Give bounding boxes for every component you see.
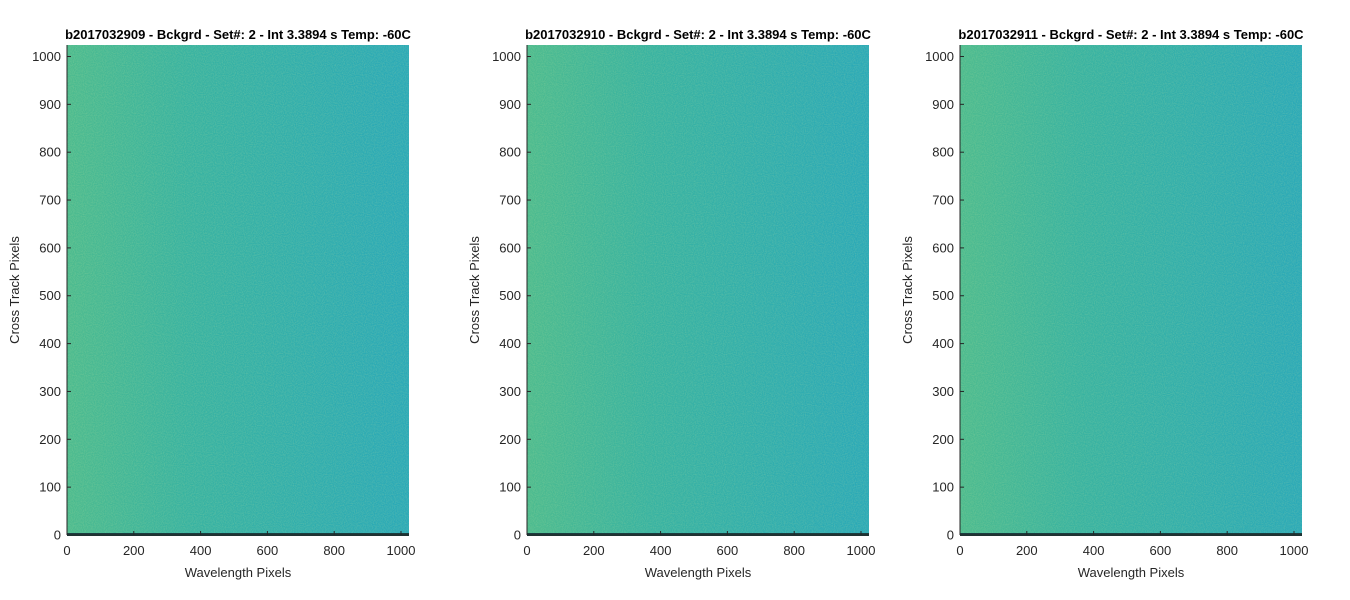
chart-title: b2017032911 - Bckgrd - Set#: 2 - Int 3.3… bbox=[958, 27, 1304, 42]
y-tick-label: 500 bbox=[499, 288, 521, 303]
chart-panel-1: b2017032909 - Bckgrd - Set#: 2 - Int 3.3… bbox=[7, 27, 415, 580]
y-tick-label: 400 bbox=[932, 336, 954, 351]
heatmap-noise bbox=[67, 45, 409, 535]
x-tick-label: 200 bbox=[583, 543, 605, 558]
y-tick-label: 300 bbox=[39, 384, 61, 399]
y-tick-label: 300 bbox=[932, 384, 954, 399]
y-tick-label: 800 bbox=[932, 145, 954, 160]
x-tick-label: 800 bbox=[783, 543, 805, 558]
y-tick-label: 0 bbox=[514, 528, 521, 543]
x-tick-label: 800 bbox=[323, 543, 345, 558]
y-tick-label: 300 bbox=[499, 384, 521, 399]
chart-title: b2017032910 - Bckgrd - Set#: 2 - Int 3.3… bbox=[525, 27, 871, 42]
y-tick-label: 400 bbox=[499, 336, 521, 351]
x-tick-label: 1000 bbox=[387, 543, 416, 558]
y-tick-label: 700 bbox=[39, 193, 61, 208]
y-tick-label: 800 bbox=[499, 145, 521, 160]
y-tick-label: 200 bbox=[932, 432, 954, 447]
heatmap-noise bbox=[960, 45, 1302, 535]
chart-title: b2017032909 - Bckgrd - Set#: 2 - Int 3.3… bbox=[65, 27, 411, 42]
y-tick-label: 100 bbox=[499, 480, 521, 495]
x-axis-label: Wavelength Pixels bbox=[645, 565, 752, 580]
x-axis-label: Wavelength Pixels bbox=[1078, 565, 1185, 580]
x-tick-label: 200 bbox=[123, 543, 145, 558]
y-tick-label: 400 bbox=[39, 336, 61, 351]
y-tick-label: 200 bbox=[499, 432, 521, 447]
x-axis-label: Wavelength Pixels bbox=[185, 565, 292, 580]
y-axis-label: Cross Track Pixels bbox=[900, 236, 915, 344]
y-tick-label: 500 bbox=[39, 288, 61, 303]
x-tick-label: 400 bbox=[650, 543, 672, 558]
y-tick-label: 900 bbox=[932, 97, 954, 112]
x-tick-label: 600 bbox=[717, 543, 739, 558]
x-tick-label: 800 bbox=[1216, 543, 1238, 558]
x-tick-label: 200 bbox=[1016, 543, 1038, 558]
y-tick-label: 1000 bbox=[32, 49, 61, 64]
y-tick-label: 1000 bbox=[492, 49, 521, 64]
y-tick-label: 100 bbox=[932, 480, 954, 495]
y-tick-label: 600 bbox=[499, 240, 521, 255]
y-tick-label: 700 bbox=[932, 193, 954, 208]
x-tick-label: 600 bbox=[1150, 543, 1172, 558]
x-tick-label: 1000 bbox=[1280, 543, 1309, 558]
heatmap-noise bbox=[527, 45, 869, 535]
chart-panel-2: b2017032910 - Bckgrd - Set#: 2 - Int 3.3… bbox=[467, 27, 875, 580]
x-tick-label: 400 bbox=[1083, 543, 1105, 558]
y-axis-label: Cross Track Pixels bbox=[7, 236, 22, 344]
y-tick-label: 1000 bbox=[925, 49, 954, 64]
chart-panel-3: b2017032911 - Bckgrd - Set#: 2 - Int 3.3… bbox=[900, 27, 1308, 580]
y-tick-label: 200 bbox=[39, 432, 61, 447]
x-tick-label: 1000 bbox=[847, 543, 876, 558]
x-tick-label: 0 bbox=[956, 543, 963, 558]
y-axis-label: Cross Track Pixels bbox=[467, 236, 482, 344]
y-tick-label: 700 bbox=[499, 193, 521, 208]
y-tick-label: 800 bbox=[39, 145, 61, 160]
y-tick-label: 100 bbox=[39, 480, 61, 495]
x-tick-label: 600 bbox=[257, 543, 279, 558]
x-tick-label: 0 bbox=[63, 543, 70, 558]
x-tick-label: 400 bbox=[190, 543, 212, 558]
y-tick-label: 600 bbox=[932, 240, 954, 255]
x-tick-label: 0 bbox=[523, 543, 530, 558]
y-tick-label: 600 bbox=[39, 240, 61, 255]
y-tick-label: 900 bbox=[499, 97, 521, 112]
y-tick-label: 500 bbox=[932, 288, 954, 303]
y-tick-label: 0 bbox=[54, 528, 61, 543]
y-tick-label: 900 bbox=[39, 97, 61, 112]
y-tick-label: 0 bbox=[947, 528, 954, 543]
